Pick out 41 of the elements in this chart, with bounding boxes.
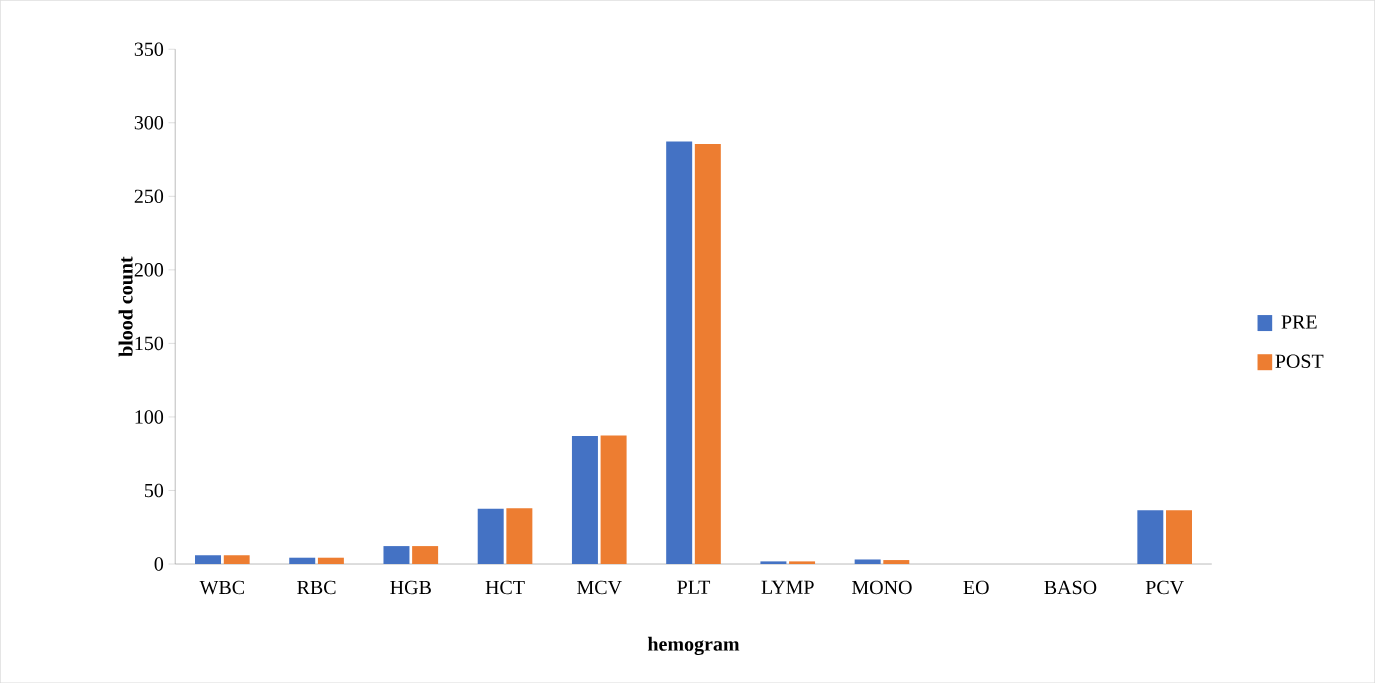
bar — [383, 545, 410, 564]
y-tick-label: 250 — [134, 189, 164, 203]
bar — [289, 557, 316, 564]
x-tick-label: MCV — [577, 580, 622, 595]
y-tick-label: 200 — [134, 262, 164, 277]
y-tick-label: 100 — [135, 410, 164, 424]
y-tick-label: 350 — [134, 42, 164, 56]
bar — [506, 508, 533, 564]
x-tick-label: MONO — [852, 580, 912, 595]
bar — [1166, 510, 1192, 564]
bar — [789, 561, 816, 564]
bar — [666, 141, 693, 564]
y-tick-label: 0 — [154, 557, 164, 571]
bar — [571, 435, 598, 564]
x-tick-label: BASO — [1044, 580, 1097, 595]
x-tick-label: PCV — [1145, 580, 1184, 595]
bar — [694, 143, 721, 564]
x-tick-label: WBC — [199, 580, 244, 595]
y-tick-label: 150 — [135, 336, 164, 351]
x-tick-label: RBC — [297, 580, 336, 595]
x-tick-label: PLT — [677, 580, 711, 594]
bar — [195, 555, 221, 564]
bar — [854, 559, 881, 564]
bar — [883, 559, 910, 564]
bar — [412, 545, 439, 564]
legend-label: POST — [1275, 354, 1324, 368]
legend-label: PRE — [1281, 315, 1317, 329]
bar — [317, 557, 344, 564]
bar — [223, 555, 250, 564]
x-tick-label: HGB — [390, 580, 431, 595]
y-tick-label: 300 — [134, 115, 164, 130]
bar — [1137, 510, 1164, 564]
x-tick-label: EO — [963, 580, 989, 595]
bar — [600, 435, 627, 564]
x-tick-label: LYMP — [761, 580, 814, 594]
bar — [760, 561, 787, 564]
x-axis-title: hemogram — [647, 636, 740, 655]
y-tick-label: 50 — [145, 483, 164, 498]
x-tick-label: HCT — [485, 580, 525, 595]
bar — [477, 508, 504, 564]
y-axis-title: blood count — [118, 256, 133, 357]
